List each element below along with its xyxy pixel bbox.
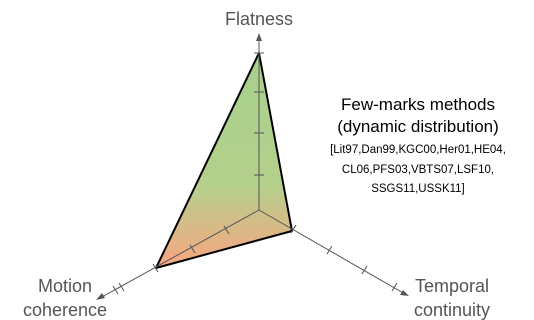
flatness-ticks	[254, 52, 264, 176]
motion-coherence-ticks	[112, 225, 230, 295]
motion-coherence-label-line1: Motion	[38, 276, 92, 296]
method-title-line2: (dynamic distribution)	[337, 117, 499, 136]
motion-coherence-arrowhead	[96, 293, 105, 300]
temporal-continuity-arrowhead	[400, 290, 409, 296]
flatness-label: Flatness	[225, 9, 293, 29]
method-title-line1: Few-marks methods	[341, 95, 495, 114]
method-refs-line2: CL06,PFS03,VBTS07,LSF10,	[342, 164, 494, 176]
motion-coherence-label-line2: coherence	[23, 300, 107, 320]
temporal-continuity-ticks	[290, 224, 398, 292]
temporal-continuity-label-line2: continuity	[414, 300, 490, 320]
method-refs-line1: [Lit97,Dan99,KGC00,Her01,HE04,	[330, 144, 506, 156]
temporal-continuity-axis	[258, 209, 406, 295]
method-polygon	[155, 52, 293, 269]
flatness-arrowhead	[256, 33, 262, 41]
temporal-continuity-label-line1: Temporal	[415, 276, 489, 296]
method-refs-line3: SSGS11,USSK11]	[371, 183, 465, 195]
motion-coherence-axis	[99, 209, 260, 299]
